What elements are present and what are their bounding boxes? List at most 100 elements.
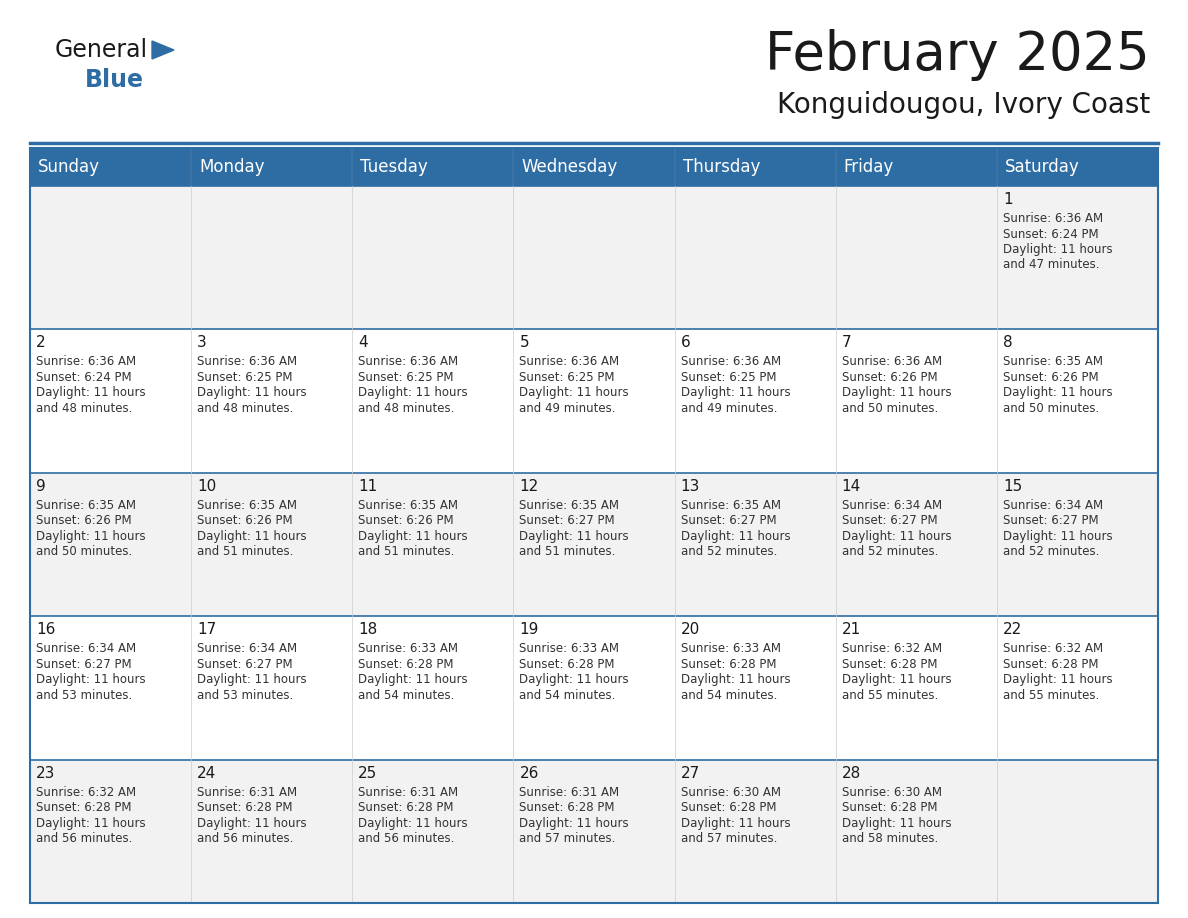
- Text: Sunset: 6:28 PM: Sunset: 6:28 PM: [359, 657, 454, 671]
- Text: Sunrise: 6:34 AM: Sunrise: 6:34 AM: [1003, 498, 1102, 512]
- Text: Sunrise: 6:31 AM: Sunrise: 6:31 AM: [519, 786, 620, 799]
- Text: Sunset: 6:27 PM: Sunset: 6:27 PM: [681, 514, 776, 527]
- Text: 16: 16: [36, 622, 56, 637]
- Bar: [30, 148, 1158, 903]
- Text: 18: 18: [359, 622, 378, 637]
- Text: and 58 minutes.: and 58 minutes.: [842, 832, 939, 845]
- Text: 7: 7: [842, 335, 852, 351]
- Text: Sunrise: 6:33 AM: Sunrise: 6:33 AM: [681, 643, 781, 655]
- Text: Sunrise: 6:32 AM: Sunrise: 6:32 AM: [36, 786, 137, 799]
- Text: Sunset: 6:25 PM: Sunset: 6:25 PM: [359, 371, 454, 384]
- Text: Sunset: 6:27 PM: Sunset: 6:27 PM: [1003, 514, 1099, 527]
- Text: and 48 minutes.: and 48 minutes.: [197, 402, 293, 415]
- Text: Daylight: 11 hours: Daylight: 11 hours: [519, 673, 630, 686]
- Text: Monday: Monday: [200, 158, 265, 176]
- Text: Sunset: 6:28 PM: Sunset: 6:28 PM: [842, 801, 937, 814]
- Text: Daylight: 11 hours: Daylight: 11 hours: [197, 673, 307, 686]
- Text: Sunrise: 6:36 AM: Sunrise: 6:36 AM: [842, 355, 942, 368]
- Text: and 54 minutes.: and 54 minutes.: [681, 688, 777, 701]
- Text: and 57 minutes.: and 57 minutes.: [519, 832, 615, 845]
- Text: 3: 3: [197, 335, 207, 351]
- Text: Sunrise: 6:35 AM: Sunrise: 6:35 AM: [36, 498, 135, 512]
- Bar: [30, 186, 1158, 330]
- Text: Sunset: 6:28 PM: Sunset: 6:28 PM: [1003, 657, 1099, 671]
- Bar: [30, 148, 1158, 186]
- Text: Sunset: 6:28 PM: Sunset: 6:28 PM: [519, 801, 615, 814]
- Text: 11: 11: [359, 479, 378, 494]
- Text: Sunset: 6:26 PM: Sunset: 6:26 PM: [1003, 371, 1099, 384]
- Text: 17: 17: [197, 622, 216, 637]
- Text: Sunset: 6:28 PM: Sunset: 6:28 PM: [359, 801, 454, 814]
- Text: Sunrise: 6:30 AM: Sunrise: 6:30 AM: [681, 786, 781, 799]
- Text: 8: 8: [1003, 335, 1012, 351]
- Text: Daylight: 11 hours: Daylight: 11 hours: [1003, 530, 1112, 543]
- Text: and 52 minutes.: and 52 minutes.: [842, 545, 939, 558]
- Text: Sunset: 6:28 PM: Sunset: 6:28 PM: [681, 801, 776, 814]
- Text: Daylight: 11 hours: Daylight: 11 hours: [519, 817, 630, 830]
- Text: Sunrise: 6:33 AM: Sunrise: 6:33 AM: [359, 643, 459, 655]
- Text: and 51 minutes.: and 51 minutes.: [359, 545, 455, 558]
- Text: Daylight: 11 hours: Daylight: 11 hours: [519, 386, 630, 399]
- Text: February 2025: February 2025: [765, 29, 1150, 81]
- Polygon shape: [152, 41, 173, 59]
- Text: Daylight: 11 hours: Daylight: 11 hours: [359, 673, 468, 686]
- Text: 5: 5: [519, 335, 529, 351]
- Text: 22: 22: [1003, 622, 1022, 637]
- Text: Sunrise: 6:36 AM: Sunrise: 6:36 AM: [36, 355, 137, 368]
- Text: Daylight: 11 hours: Daylight: 11 hours: [197, 530, 307, 543]
- Text: Daylight: 11 hours: Daylight: 11 hours: [359, 530, 468, 543]
- Text: Sunset: 6:27 PM: Sunset: 6:27 PM: [519, 514, 615, 527]
- Text: Tuesday: Tuesday: [360, 158, 428, 176]
- Text: Sunrise: 6:35 AM: Sunrise: 6:35 AM: [519, 498, 619, 512]
- Bar: [30, 473, 1158, 616]
- Text: Daylight: 11 hours: Daylight: 11 hours: [36, 530, 146, 543]
- Text: Sunrise: 6:34 AM: Sunrise: 6:34 AM: [842, 498, 942, 512]
- Text: Sunrise: 6:31 AM: Sunrise: 6:31 AM: [359, 786, 459, 799]
- Text: Sunrise: 6:32 AM: Sunrise: 6:32 AM: [842, 643, 942, 655]
- Text: Sunrise: 6:31 AM: Sunrise: 6:31 AM: [197, 786, 297, 799]
- Text: and 55 minutes.: and 55 minutes.: [842, 688, 939, 701]
- Text: Sunset: 6:24 PM: Sunset: 6:24 PM: [36, 371, 132, 384]
- Text: Daylight: 11 hours: Daylight: 11 hours: [197, 386, 307, 399]
- Text: Sunset: 6:26 PM: Sunset: 6:26 PM: [197, 514, 292, 527]
- Text: 4: 4: [359, 335, 368, 351]
- Bar: [30, 759, 1158, 903]
- Text: Konguidougou, Ivory Coast: Konguidougou, Ivory Coast: [777, 91, 1150, 119]
- Text: and 52 minutes.: and 52 minutes.: [681, 545, 777, 558]
- Text: Saturday: Saturday: [1005, 158, 1080, 176]
- Text: 25: 25: [359, 766, 378, 780]
- Text: and 56 minutes.: and 56 minutes.: [197, 832, 293, 845]
- Text: Thursday: Thursday: [683, 158, 760, 176]
- Text: Sunset: 6:28 PM: Sunset: 6:28 PM: [197, 801, 292, 814]
- Text: Sunday: Sunday: [38, 158, 100, 176]
- Text: and 48 minutes.: and 48 minutes.: [36, 402, 132, 415]
- Text: Sunset: 6:25 PM: Sunset: 6:25 PM: [519, 371, 615, 384]
- Text: Sunset: 6:26 PM: Sunset: 6:26 PM: [36, 514, 132, 527]
- Text: and 52 minutes.: and 52 minutes.: [1003, 545, 1099, 558]
- Text: and 47 minutes.: and 47 minutes.: [1003, 259, 1099, 272]
- Text: Sunset: 6:25 PM: Sunset: 6:25 PM: [197, 371, 292, 384]
- Text: Sunrise: 6:32 AM: Sunrise: 6:32 AM: [1003, 643, 1102, 655]
- Text: 19: 19: [519, 622, 539, 637]
- Bar: [30, 330, 1158, 473]
- Text: Sunrise: 6:34 AM: Sunrise: 6:34 AM: [36, 643, 137, 655]
- Text: Sunset: 6:26 PM: Sunset: 6:26 PM: [359, 514, 454, 527]
- Text: 14: 14: [842, 479, 861, 494]
- Text: and 57 minutes.: and 57 minutes.: [681, 832, 777, 845]
- Text: Sunrise: 6:36 AM: Sunrise: 6:36 AM: [519, 355, 620, 368]
- Text: Daylight: 11 hours: Daylight: 11 hours: [681, 673, 790, 686]
- Text: and 49 minutes.: and 49 minutes.: [681, 402, 777, 415]
- Text: Daylight: 11 hours: Daylight: 11 hours: [1003, 386, 1112, 399]
- Text: Daylight: 11 hours: Daylight: 11 hours: [359, 386, 468, 399]
- Text: Daylight: 11 hours: Daylight: 11 hours: [842, 817, 952, 830]
- Text: General: General: [55, 38, 148, 62]
- Text: and 56 minutes.: and 56 minutes.: [36, 832, 132, 845]
- Text: Sunrise: 6:34 AM: Sunrise: 6:34 AM: [197, 643, 297, 655]
- Text: Sunset: 6:28 PM: Sunset: 6:28 PM: [681, 657, 776, 671]
- Text: Wednesday: Wednesday: [522, 158, 618, 176]
- Text: Sunrise: 6:36 AM: Sunrise: 6:36 AM: [681, 355, 781, 368]
- Text: Daylight: 11 hours: Daylight: 11 hours: [681, 530, 790, 543]
- Text: and 51 minutes.: and 51 minutes.: [519, 545, 615, 558]
- Text: 23: 23: [36, 766, 56, 780]
- Text: Daylight: 11 hours: Daylight: 11 hours: [359, 817, 468, 830]
